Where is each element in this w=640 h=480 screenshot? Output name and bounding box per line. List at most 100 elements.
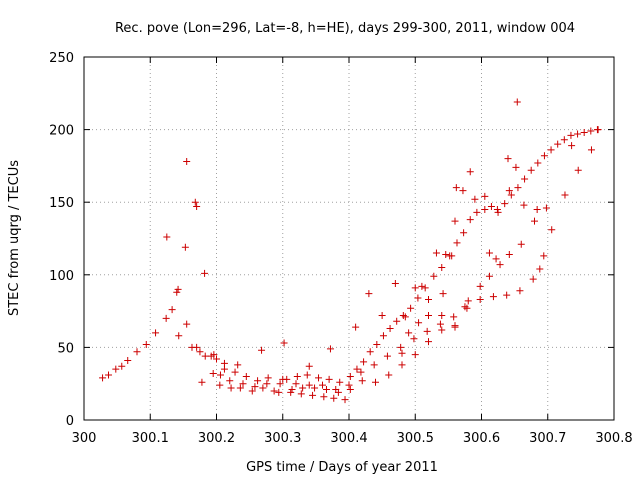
x-axis-ticks: 300 300.1 300.2 300.3 300.4 300.5 300.6 300.7 30… bbox=[72, 57, 633, 446]
data-point bbox=[574, 166, 582, 174]
data-point bbox=[574, 130, 582, 138]
data-point bbox=[231, 368, 239, 376]
data-point bbox=[326, 345, 334, 353]
data-point bbox=[201, 352, 209, 360]
data-point bbox=[466, 216, 474, 224]
data-point bbox=[216, 381, 224, 389]
data-point bbox=[383, 352, 391, 360]
x-tick-label: 300.8 bbox=[595, 431, 632, 446]
data-point bbox=[473, 208, 481, 216]
data-point bbox=[531, 217, 538, 225]
data-point bbox=[481, 205, 489, 213]
data-point bbox=[341, 396, 349, 404]
data-point bbox=[594, 126, 602, 134]
data-point bbox=[438, 326, 446, 334]
data-point bbox=[303, 371, 311, 379]
data-point bbox=[481, 192, 489, 200]
data-point bbox=[264, 374, 272, 382]
data-point bbox=[466, 168, 474, 176]
data-point bbox=[263, 380, 271, 388]
data-point bbox=[451, 217, 459, 225]
data-point bbox=[529, 275, 537, 283]
data-point bbox=[357, 368, 365, 376]
data-point bbox=[133, 348, 141, 356]
data-point bbox=[561, 191, 569, 199]
data-point bbox=[438, 264, 446, 272]
data-point bbox=[372, 378, 379, 386]
data-point bbox=[496, 261, 504, 269]
data-point bbox=[460, 229, 468, 237]
data-point bbox=[504, 155, 512, 163]
data-point bbox=[407, 304, 415, 312]
data-point bbox=[476, 282, 484, 290]
data-point bbox=[379, 332, 387, 340]
data-point bbox=[430, 272, 438, 280]
data-point bbox=[405, 329, 413, 337]
data-point bbox=[305, 362, 313, 370]
data-point bbox=[118, 362, 126, 370]
data-point bbox=[162, 314, 170, 322]
data-point bbox=[353, 365, 361, 373]
data-point bbox=[464, 297, 472, 305]
data-point bbox=[421, 284, 429, 292]
y-tick-label: 150 bbox=[49, 196, 74, 211]
y-axis-ticks: 0 50 100 150 200 250 bbox=[49, 51, 614, 429]
data-point bbox=[452, 184, 460, 192]
data-point bbox=[580, 129, 588, 137]
data-point bbox=[554, 140, 562, 148]
data-point bbox=[322, 386, 330, 394]
data-point bbox=[432, 249, 440, 257]
data-point bbox=[293, 372, 301, 380]
x-tick-label: 300.5 bbox=[397, 431, 434, 446]
data-point bbox=[512, 163, 520, 171]
data-point bbox=[385, 371, 393, 379]
y-tick-label: 250 bbox=[49, 51, 74, 66]
data-point bbox=[451, 322, 459, 330]
data-point bbox=[248, 387, 256, 395]
data-point bbox=[325, 375, 333, 383]
data-point bbox=[540, 152, 548, 160]
data-point bbox=[514, 184, 522, 192]
data-point bbox=[330, 394, 338, 402]
y-tick-label: 200 bbox=[49, 124, 74, 139]
data-point bbox=[227, 384, 235, 392]
data-point bbox=[485, 272, 493, 280]
data-point bbox=[99, 374, 107, 382]
data-point bbox=[503, 291, 511, 299]
data-point bbox=[485, 249, 493, 257]
data-point bbox=[418, 282, 426, 290]
y-tick-label: 100 bbox=[49, 269, 74, 284]
data-point bbox=[436, 320, 444, 328]
data-point bbox=[311, 384, 319, 392]
data-point bbox=[181, 243, 189, 251]
data-point bbox=[542, 204, 550, 212]
data-point bbox=[489, 293, 497, 301]
data-point bbox=[360, 358, 368, 366]
data-point bbox=[366, 348, 374, 356]
data-point bbox=[320, 393, 328, 401]
data-point bbox=[193, 343, 201, 351]
data-point bbox=[398, 361, 406, 369]
data-point bbox=[258, 346, 266, 354]
x-tick-label: 300.2 bbox=[198, 431, 235, 446]
data-point bbox=[259, 384, 267, 392]
data-point bbox=[196, 348, 204, 356]
data-point bbox=[439, 290, 447, 298]
data-point bbox=[345, 381, 353, 389]
data-point bbox=[213, 355, 220, 363]
data-point bbox=[287, 388, 295, 396]
data-point bbox=[234, 361, 242, 369]
data-point bbox=[201, 269, 209, 277]
data-point bbox=[299, 384, 307, 392]
data-point bbox=[393, 317, 401, 325]
data-point bbox=[191, 198, 199, 206]
data-point bbox=[501, 200, 509, 208]
data-point bbox=[270, 387, 278, 395]
data-point bbox=[438, 311, 446, 319]
data-point bbox=[315, 374, 323, 382]
data-point bbox=[198, 378, 206, 386]
data-point bbox=[450, 313, 458, 321]
x-tick-label: 300 bbox=[72, 431, 97, 446]
data-point bbox=[410, 335, 418, 343]
x-tick-label: 300.1 bbox=[132, 431, 169, 446]
